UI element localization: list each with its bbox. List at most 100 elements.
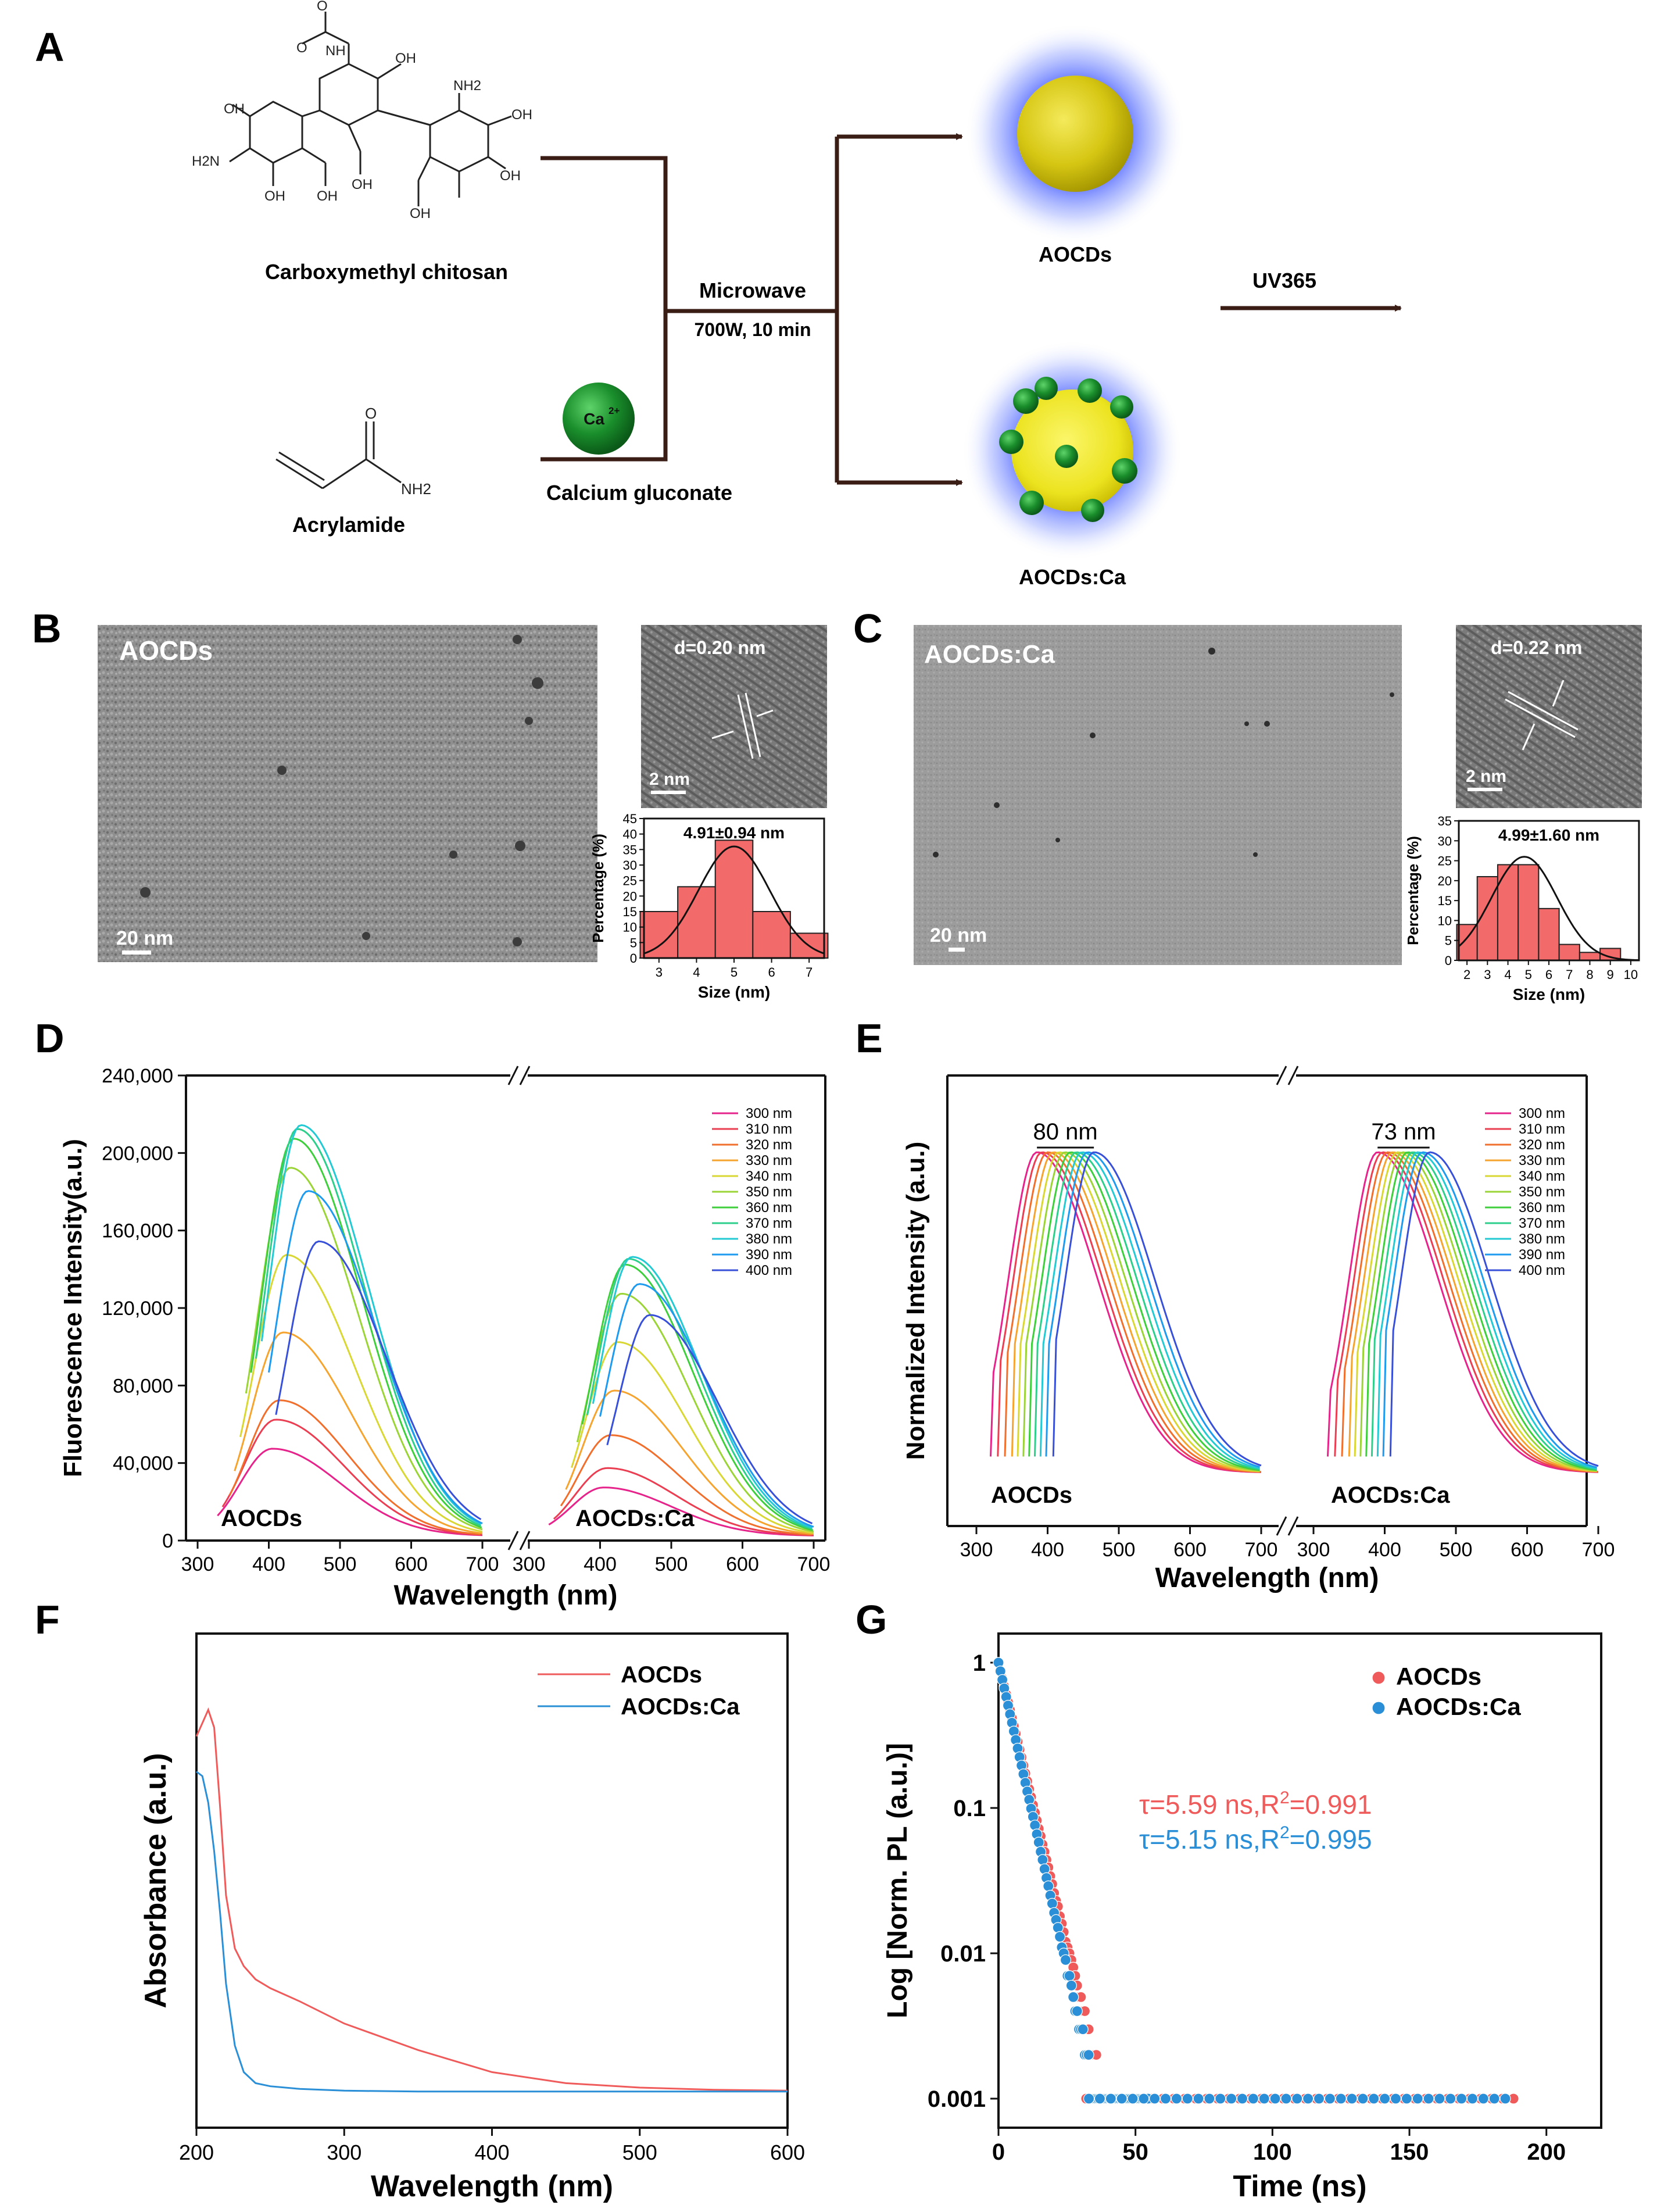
hrtem-image-c [1456,625,1642,808]
tem-scalebar-b [122,950,151,955]
tem-dots-c [933,648,1394,857]
floor-point [1477,2093,1489,2104]
normalized-emission-curve [1017,1151,1260,1473]
legend-label: 400 nm [1519,1263,1565,1278]
absorbance-line [196,1771,788,2093]
emission-curve [228,1399,481,1535]
y-tick-label: 40 [623,827,637,842]
histogram-bar [714,839,754,959]
emission-curve [221,1418,482,1536]
axis-break-mark [1276,1066,1287,1085]
legend-label: 340 nm [746,1168,792,1184]
x-tick-label: 700 [797,1553,831,1575]
annotation-superscript: 2 [1280,1788,1290,1807]
x-tick-label: 5 [731,965,738,980]
floor-point [1116,2093,1128,2104]
legend-label: AOCDs:Ca [621,1694,740,1720]
legend-label: 380 nm [1519,1231,1565,1247]
decay-point [1054,1931,1066,1943]
aocds-sphere [1017,76,1133,192]
axis-break-mark [519,1066,531,1085]
histogram-bar [677,886,716,959]
legend-label: 400 nm [746,1263,792,1278]
legend-label: 300 nm [746,1106,792,1121]
histogram-bar [752,911,791,959]
decay-point [1043,1880,1054,1892]
floor-point [1379,2093,1391,2104]
x-tick-label: 500 [1103,1539,1136,1561]
legend-marker [1372,1671,1386,1685]
legend-label: 300 nm [1519,1106,1565,1121]
legend-label: 360 nm [746,1200,792,1216]
x-tick-label: 300 [1297,1539,1330,1561]
floor-point [1346,2093,1358,2104]
x-tick-label: 300 [181,1553,214,1575]
x-tick-label: 8 [1586,967,1593,982]
floor-point [1159,2093,1172,2104]
tem-dots-b [140,635,543,946]
calcium-ion-charge: 2+ [609,405,620,416]
normalized-emission-curve [1370,1151,1597,1471]
product2-label: AOCDs:Ca [1019,565,1126,589]
emission-curve [599,1283,814,1528]
y-tick-label: 0.1 [953,1796,986,1821]
y-tick-label: 10 [1438,913,1452,928]
chart-f: 200 300 400 500 600 AOCDs AOCDs:Ca Wavelength (… [139,1632,805,2203]
floor-point [1434,2093,1445,2104]
legend-marker [1372,1701,1386,1715]
y-tick-label: 160,000 [102,1220,173,1242]
svg-text:OH: OH [224,101,245,117]
legend-label: 320 nm [1519,1137,1565,1153]
lifetime-annotation: τ=5.59 ns,R2=0.991 [1139,1788,1372,1820]
normalized-emission-curve [997,1151,1260,1473]
y-tick-label: 30 [1438,834,1452,848]
normalized-emission-curve [1045,1151,1260,1468]
legend-label: 380 nm [746,1231,792,1247]
x-tick-label: 3 [1484,967,1491,982]
y-tick-label: 45 [623,812,637,826]
svg-text:H2N: H2N [192,153,220,169]
floor-point [1313,2093,1325,2104]
tem-image-c [914,625,1402,965]
legend-label: 330 nm [746,1153,792,1168]
emission-curve [565,1389,814,1535]
decay-point [1068,1991,1079,2003]
process-line1: Microwave [699,278,806,302]
panel-label-a: A [35,24,65,70]
normalized-emission-curve [1334,1151,1597,1473]
y-axis-label: Percentage (%) [1404,836,1422,945]
hrtem-scalebar-c [1468,788,1502,791]
floor-point [1236,2093,1248,2104]
floor-point [1193,2093,1204,2104]
y-tick-label: 80,000 [113,1375,173,1397]
chitosan-atoms: O NH OH OH H2N OH OH OH NH2 OH OH OH O [192,0,532,221]
histogram-bar [1558,944,1580,961]
x-axis-label: Time (ns) [1233,2170,1366,2203]
normalized-emission-curve [1004,1151,1262,1473]
emission-curve [217,1448,483,1536]
decay-point [1037,1854,1048,1866]
legend-label: 310 nm [746,1121,792,1137]
normalized-emission-curve [1389,1151,1599,1467]
svg-text:NH: NH [325,43,346,59]
x-tick-label: 600 [395,1553,428,1575]
normalized-emission-curve [1341,1151,1599,1473]
reaction-arrows [541,133,1402,486]
legend-label: 360 nm [1519,1200,1565,1216]
floor-point [1247,2093,1259,2104]
tem-label-c: AOCDs:Ca [924,640,1055,669]
legend-label: 310 nm [1519,1121,1565,1137]
decay-point [1060,1954,1072,1966]
floor-point [1215,2093,1226,2104]
y-tick-label: 15 [623,905,637,919]
x-tick-label: 7 [1566,967,1573,982]
normalized-emission-curve [1359,1151,1597,1472]
precursor3-label: Calcium gluconate [546,481,732,505]
floor-point [1368,2093,1380,2104]
floor-point [1488,2093,1500,2104]
normalized-emission-curve [1354,1151,1597,1473]
x-tick-label: 150 [1390,2139,1429,2165]
x-axis-label: Wavelength (nm) [371,2170,613,2203]
